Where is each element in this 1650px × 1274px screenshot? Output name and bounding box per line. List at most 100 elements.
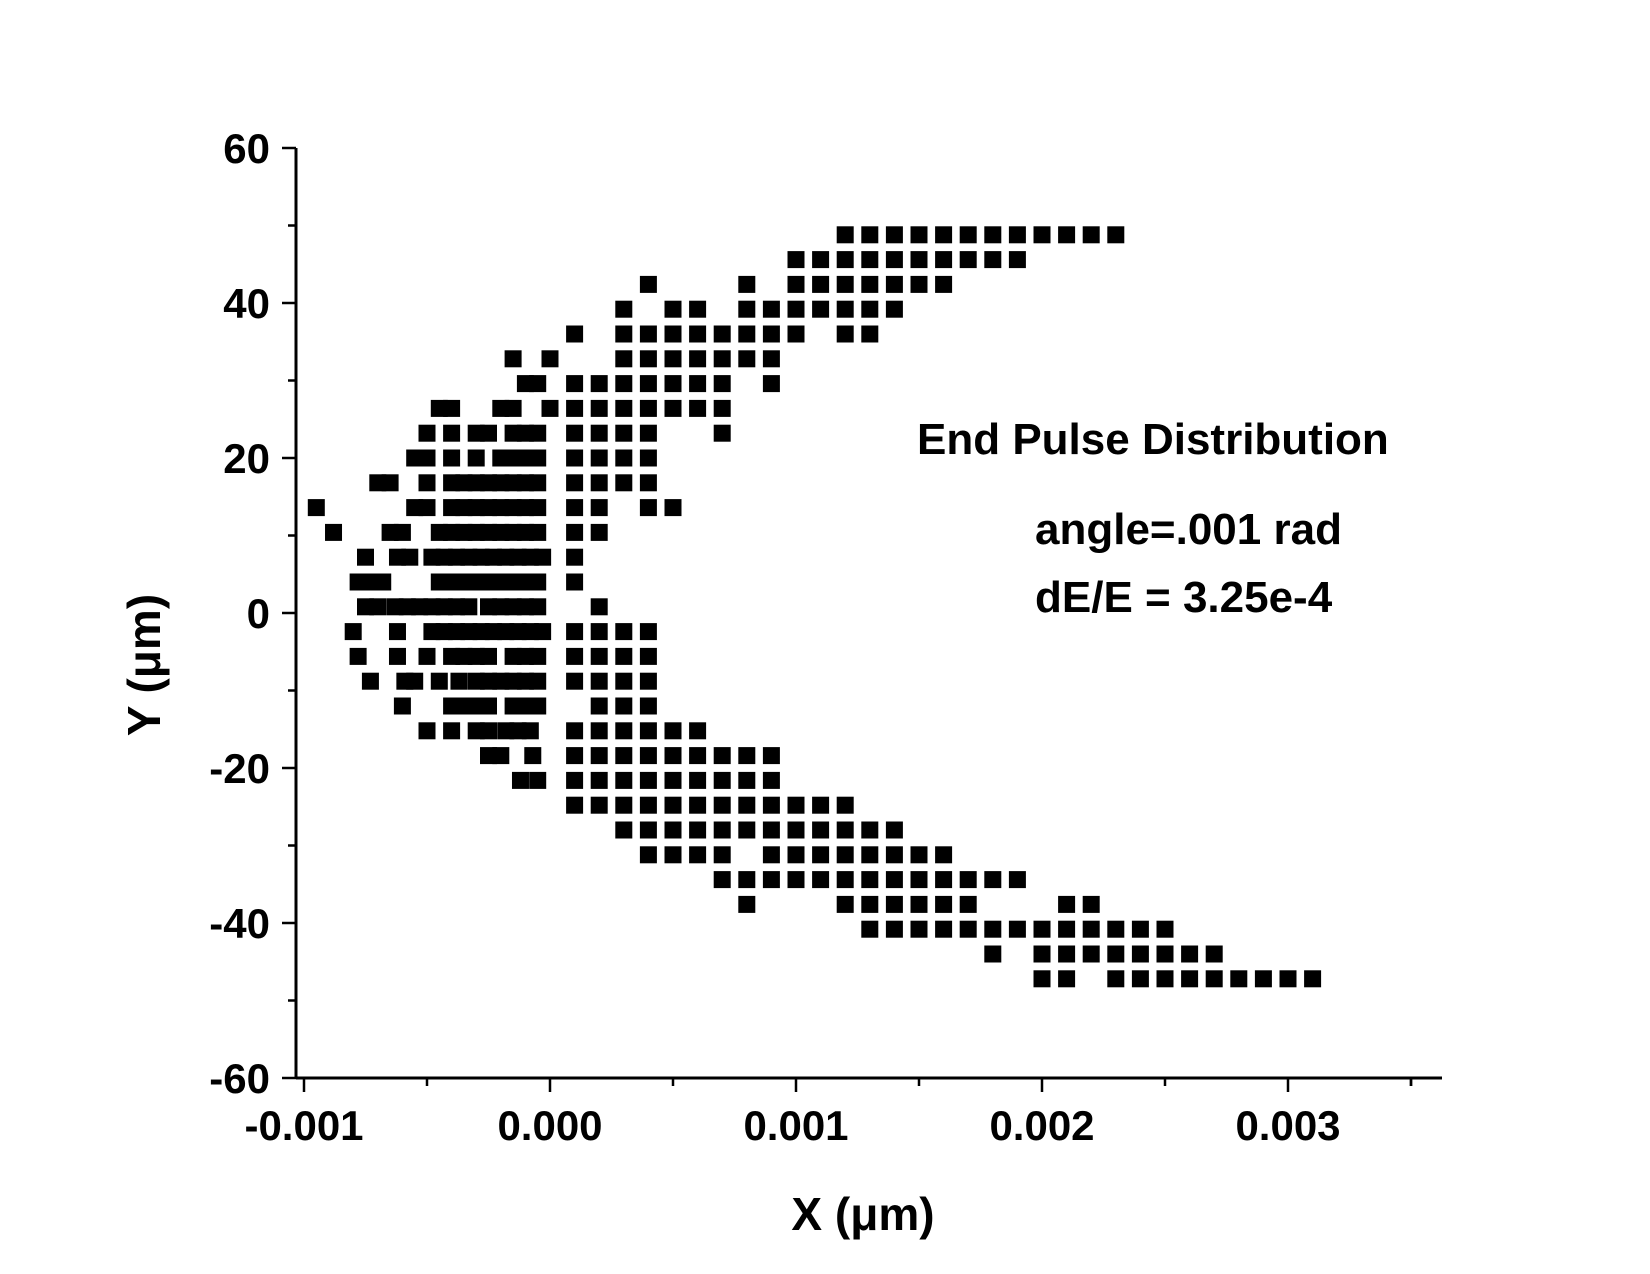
data-point [529, 523, 547, 541]
data-point [885, 821, 903, 839]
data-point [787, 796, 805, 814]
data-point [1008, 251, 1026, 269]
data-point [590, 449, 608, 467]
y-tick-label: 0 [247, 590, 270, 637]
data-point [836, 325, 854, 343]
data-point [861, 871, 879, 889]
data-point [738, 796, 756, 814]
data-point [1131, 920, 1149, 938]
data-point [529, 474, 547, 492]
data-point [713, 821, 731, 839]
data-point [689, 399, 707, 417]
data-point [959, 920, 977, 938]
x-tick-label: 0.002 [989, 1102, 1094, 1149]
data-point [861, 846, 879, 864]
data-point [566, 747, 584, 765]
data-point [861, 895, 879, 913]
data-point [566, 672, 584, 690]
y-tick-label: 20 [223, 435, 270, 482]
data-point [738, 895, 756, 913]
data-point [566, 375, 584, 393]
data-point [639, 623, 657, 641]
data-point [418, 474, 436, 492]
data-point [664, 325, 682, 343]
data-point [713, 325, 731, 343]
y-axis-title: Y (μm) [118, 594, 170, 736]
data-point [861, 226, 879, 244]
data-point [1033, 970, 1051, 988]
data-point [1279, 970, 1297, 988]
data-point [689, 821, 707, 839]
data-point [713, 771, 731, 789]
data-point [388, 647, 406, 665]
data-point [566, 499, 584, 517]
data-point [639, 449, 657, 467]
data-point [861, 275, 879, 293]
data-point [1205, 970, 1223, 988]
data-point [307, 499, 325, 517]
data-point [590, 598, 608, 616]
data-point [885, 846, 903, 864]
data-point [738, 821, 756, 839]
data-point [1008, 871, 1026, 889]
data-point [1008, 226, 1026, 244]
data-point [615, 375, 633, 393]
data-point [1304, 970, 1322, 988]
data-point [450, 672, 468, 690]
data-point [529, 598, 547, 616]
data-point [393, 523, 411, 541]
data-point [615, 350, 633, 368]
data-point [812, 300, 830, 318]
data-point [910, 895, 928, 913]
data-point [590, 375, 608, 393]
data-point [1058, 920, 1076, 938]
x-axis-title: X (μm) [791, 1188, 934, 1240]
data-point [639, 722, 657, 740]
data-point [836, 846, 854, 864]
data-point [393, 697, 411, 715]
data-point [935, 871, 953, 889]
data-point [861, 821, 879, 839]
data-point [418, 722, 436, 740]
data-point [590, 647, 608, 665]
data-point [521, 722, 539, 740]
data-point [639, 275, 657, 293]
data-point [689, 350, 707, 368]
data-point [984, 251, 1002, 269]
data-point [689, 771, 707, 789]
data-point [1181, 945, 1199, 963]
data-point [1082, 945, 1100, 963]
data-point [984, 226, 1002, 244]
data-point [639, 399, 657, 417]
data-point [511, 771, 529, 789]
data-point [615, 300, 633, 318]
data-point [566, 548, 584, 566]
data-point [1205, 945, 1223, 963]
data-point [639, 747, 657, 765]
data-point [357, 548, 374, 566]
data-point [910, 275, 928, 293]
data-point [460, 598, 478, 616]
data-point [529, 573, 547, 591]
data-point [762, 325, 780, 343]
data-point [615, 722, 633, 740]
data-point [480, 722, 497, 740]
data-point [959, 895, 977, 913]
data-point [418, 424, 436, 442]
data-point [984, 871, 1002, 889]
data-point [664, 821, 682, 839]
data-point [504, 399, 522, 417]
data-point [566, 325, 584, 343]
data-point [492, 747, 510, 765]
data-point [529, 647, 547, 665]
data-point [566, 399, 584, 417]
data-point [738, 871, 756, 889]
y-tick-label: -20 [209, 745, 270, 792]
data-point [590, 747, 608, 765]
data-point [590, 424, 608, 442]
data-point [713, 747, 731, 765]
data-point [885, 871, 903, 889]
data-point [812, 796, 830, 814]
data-point [590, 672, 608, 690]
